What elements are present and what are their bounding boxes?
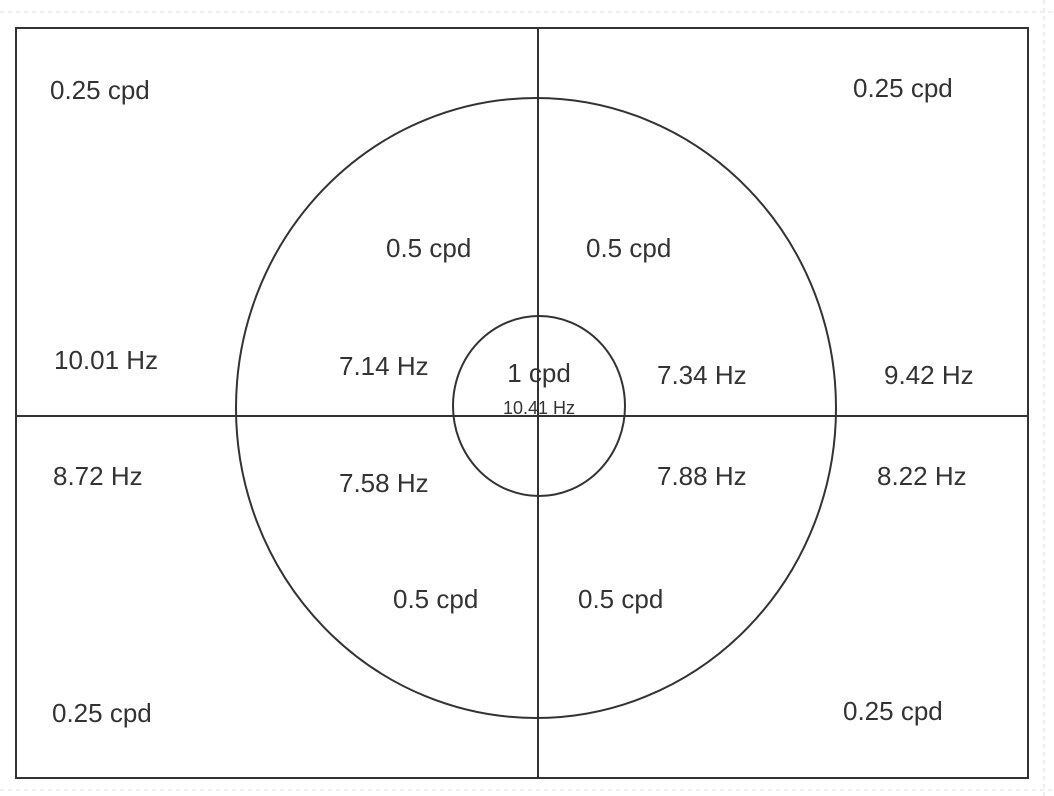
temporal-label: 7.88 Hz [657, 461, 747, 491]
temporal-label: 8.72 Hz [53, 461, 143, 491]
frequency-label: 0.5 cpd [393, 584, 478, 614]
temporal-label: 8.22 Hz [877, 461, 967, 491]
middle-ring [235, 97, 837, 719]
temporal-label: 9.42 Hz [884, 360, 974, 390]
frequency-label: 0.5 cpd [586, 233, 671, 263]
frequency-label: 0.25 cpd [52, 698, 152, 728]
frequency-label: 0.5 cpd [578, 584, 663, 614]
temporal-label: 10.01 Hz [54, 345, 158, 375]
outer-frame [15, 27, 1029, 779]
frequency-label: 0.5 cpd [386, 233, 471, 263]
temporal-label: 10.41 Hz [503, 398, 575, 418]
frequency-label: 0.25 cpd [50, 75, 150, 105]
temporal-label: 7.58 Hz [339, 468, 429, 498]
temporal-label: 7.34 Hz [657, 360, 747, 390]
frequency-label: 0.25 cpd [843, 696, 943, 726]
temporal-label: 7.14 Hz [339, 351, 429, 381]
center-circle [452, 315, 626, 497]
frequency-label: 1 cpd [507, 358, 571, 388]
frequency-label: 0.25 cpd [853, 73, 953, 103]
